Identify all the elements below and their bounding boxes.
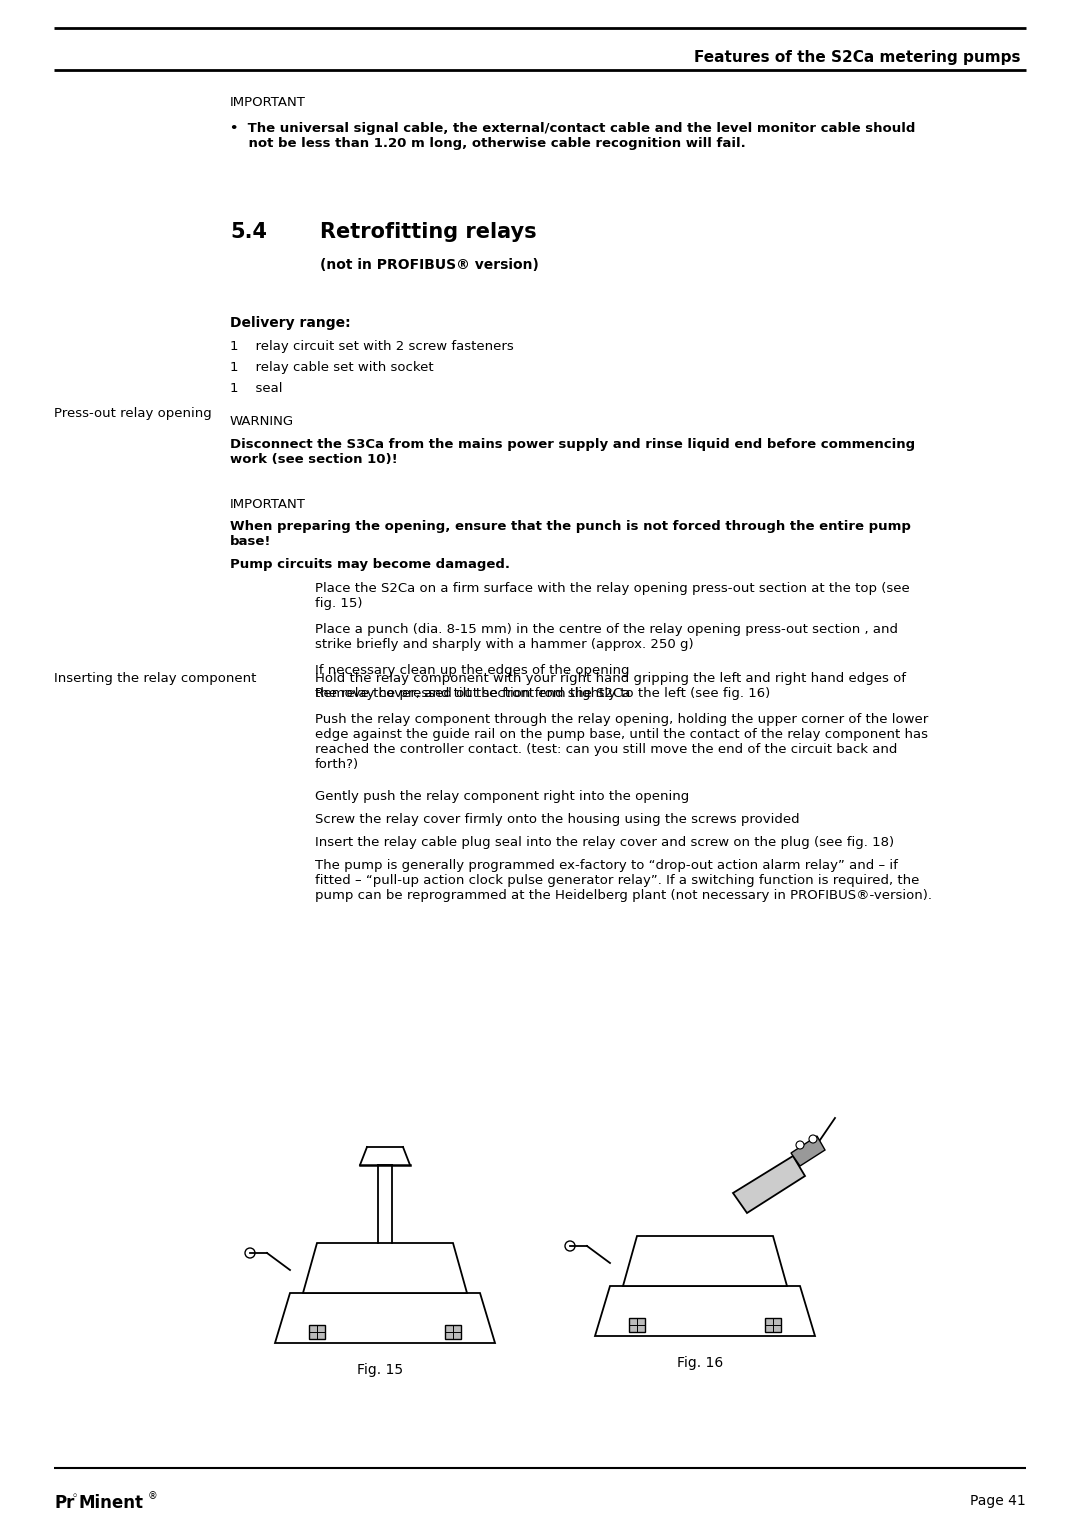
Text: Insert the relay cable plug seal into the relay cover and screw on the plug (see: Insert the relay cable plug seal into th… <box>315 836 894 850</box>
Text: Disconnect the S3Ca from the mains power supply and rinse liquid end before comm: Disconnect the S3Ca from the mains power… <box>230 439 915 466</box>
Text: Features of the S2Ca metering pumps: Features of the S2Ca metering pumps <box>693 50 1020 66</box>
Polygon shape <box>303 1242 467 1293</box>
Text: Place a punch (dia. 8-15 mm) in the centre of the relay opening press-out sectio: Place a punch (dia. 8-15 mm) in the cent… <box>315 623 897 651</box>
Text: Retrofitting relays: Retrofitting relays <box>320 222 537 241</box>
Text: 1    seal: 1 seal <box>230 382 283 396</box>
Text: Screw the relay cover firmly onto the housing using the screws provided: Screw the relay cover firmly onto the ho… <box>315 813 799 827</box>
Text: Fig. 15: Fig. 15 <box>357 1363 403 1377</box>
Text: ®: ® <box>148 1491 158 1500</box>
Text: IMPORTANT: IMPORTANT <box>230 96 306 108</box>
Text: Inserting the relay component: Inserting the relay component <box>54 672 256 685</box>
Text: 5.4: 5.4 <box>230 222 267 241</box>
Circle shape <box>809 1135 816 1143</box>
Circle shape <box>796 1141 804 1149</box>
Polygon shape <box>595 1287 815 1335</box>
Text: If necessary clean up the edges of the opening: If necessary clean up the edges of the o… <box>315 665 630 677</box>
Text: •  The universal signal cable, the external/contact cable and the level monitor : • The universal signal cable, the extern… <box>230 122 916 150</box>
Text: Gently push the relay component right into the opening: Gently push the relay component right in… <box>315 790 689 804</box>
Text: Pump circuits may become damaged.: Pump circuits may become damaged. <box>230 558 510 571</box>
Text: Press-out relay opening: Press-out relay opening <box>54 406 212 420</box>
Bar <box>445 1325 461 1339</box>
Polygon shape <box>275 1293 495 1343</box>
Text: WARNING: WARNING <box>230 416 294 428</box>
Text: Delivery range:: Delivery range: <box>230 316 351 330</box>
Bar <box>629 1319 645 1332</box>
Text: Minent: Minent <box>79 1494 144 1513</box>
Text: IMPORTANT: IMPORTANT <box>230 498 306 510</box>
Polygon shape <box>733 1157 805 1213</box>
Text: Place the S2Ca on a firm surface with the relay opening press-out section at the: Place the S2Ca on a firm surface with th… <box>315 582 909 610</box>
Bar <box>765 1319 781 1332</box>
Text: Push the relay component through the relay opening, holding the upper corner of : Push the relay component through the rel… <box>315 714 928 772</box>
Text: ◦: ◦ <box>72 1491 78 1500</box>
Text: Hold the relay component with your right hand gripping the left and right hand e: Hold the relay component with your right… <box>315 672 906 700</box>
Text: Remove the pressed out section from the S2Ca: Remove the pressed out section from the … <box>315 688 631 700</box>
Text: The pump is generally programmed ex-factory to “drop-out action alarm relay” and: The pump is generally programmed ex-fact… <box>315 859 932 902</box>
Text: Fig. 16: Fig. 16 <box>677 1355 724 1371</box>
Circle shape <box>565 1241 575 1251</box>
Text: 1    relay cable set with socket: 1 relay cable set with socket <box>230 361 434 374</box>
Text: Page 41: Page 41 <box>970 1494 1026 1508</box>
Text: 1    relay circuit set with 2 screw fasteners: 1 relay circuit set with 2 screw fastene… <box>230 341 514 353</box>
Text: When preparing the opening, ensure that the punch is not forced through the enti: When preparing the opening, ensure that … <box>230 520 910 549</box>
Polygon shape <box>623 1236 787 1287</box>
Polygon shape <box>791 1135 825 1166</box>
Bar <box>309 1325 325 1339</box>
Circle shape <box>245 1248 255 1258</box>
Text: Pr: Pr <box>54 1494 75 1513</box>
Text: (not in PROFIBUS® version): (not in PROFIBUS® version) <box>320 258 539 272</box>
